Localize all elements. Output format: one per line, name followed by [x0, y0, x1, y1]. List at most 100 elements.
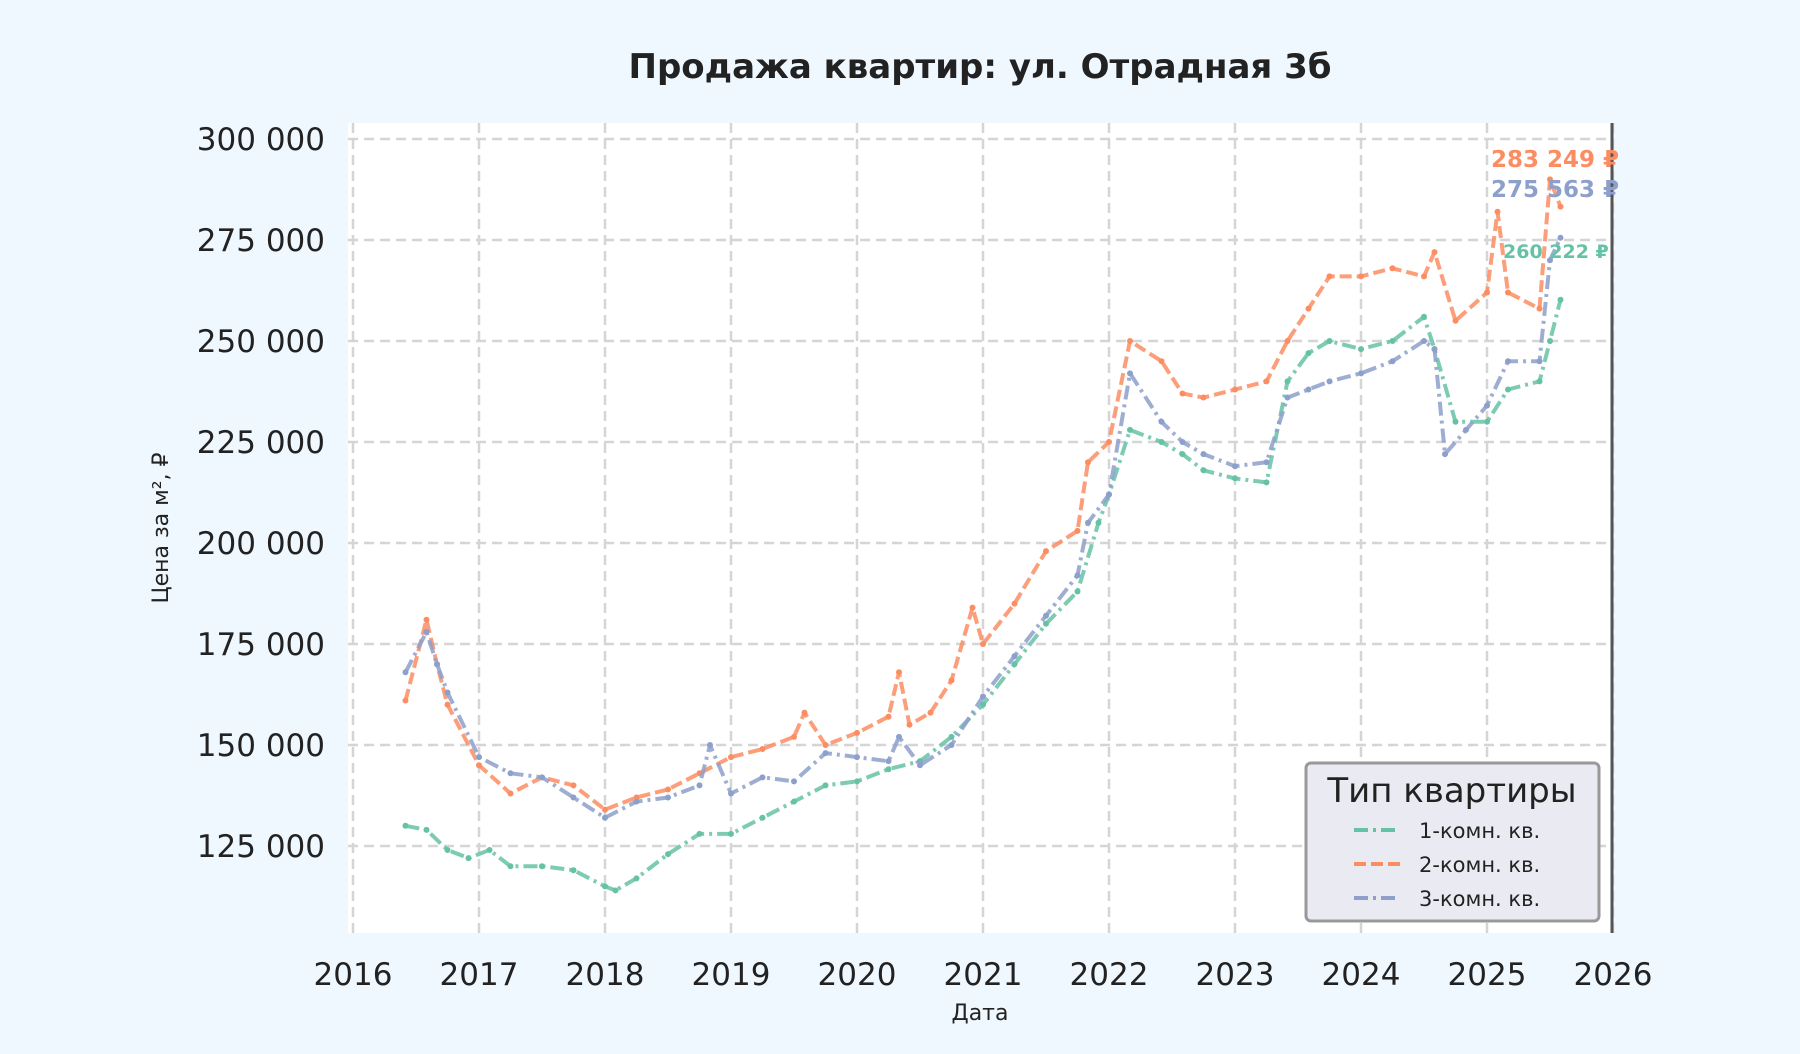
- data-point: [980, 641, 986, 647]
- legend-label-3: 3-комн. кв.: [1419, 887, 1540, 911]
- data-point: [1494, 208, 1501, 215]
- data-point: [791, 733, 797, 740]
- data-point: [1326, 338, 1333, 344]
- data-point: [434, 661, 440, 668]
- y-tick-label: 150 000: [197, 728, 325, 764]
- y-tick-label: 175 000: [197, 627, 325, 663]
- y-tick-label: 225 000: [197, 425, 325, 461]
- data-point: [917, 762, 923, 769]
- data-point: [1232, 463, 1238, 470]
- data-point: [1085, 519, 1091, 526]
- data-point: [1505, 386, 1511, 393]
- data-point: [444, 689, 451, 696]
- data-point: [1484, 289, 1490, 296]
- data-point: [854, 778, 860, 785]
- y-tick-label: 250 000: [197, 324, 325, 360]
- data-point: [1431, 346, 1438, 353]
- data-point: [1284, 378, 1291, 385]
- data-point: [1421, 313, 1427, 320]
- data-point: [1158, 358, 1165, 365]
- data-point: [696, 782, 703, 789]
- data-point: [896, 669, 902, 676]
- data-point: [1043, 548, 1049, 555]
- data-point: [854, 754, 860, 761]
- data-point: [1536, 358, 1543, 365]
- data-point: [1389, 265, 1396, 272]
- data-point: [665, 794, 671, 801]
- data-point: [1284, 394, 1291, 401]
- data-point: [696, 830, 703, 837]
- data-point: [539, 774, 545, 781]
- data-point: [665, 786, 671, 793]
- x-tick-label: 2022: [1070, 957, 1149, 993]
- data-point: [822, 782, 829, 789]
- data-point: [1358, 370, 1364, 377]
- data-point: [1127, 338, 1133, 344]
- data-point: [885, 758, 892, 765]
- data-point: [980, 701, 986, 708]
- data-point: [402, 697, 409, 704]
- data-point: [1484, 402, 1490, 409]
- x-axis-label: Дата: [952, 1001, 1009, 1026]
- data-point: [1232, 475, 1238, 482]
- data-point: [539, 863, 545, 870]
- data-point: [906, 721, 913, 728]
- data-point: [476, 754, 482, 761]
- data-point: [1200, 467, 1207, 474]
- data-point: [1326, 378, 1333, 385]
- data-point: [1358, 346, 1364, 353]
- x-tick-label: 2026: [1574, 957, 1653, 993]
- data-point: [570, 867, 577, 874]
- x-tick-label: 2020: [818, 957, 897, 993]
- x-tick-label: 2024: [1322, 957, 1401, 993]
- data-point: [507, 863, 514, 870]
- data-point: [423, 616, 430, 623]
- data-point: [1358, 273, 1364, 280]
- data-point: [1505, 358, 1511, 365]
- data-point: [1536, 378, 1543, 385]
- data-point: [486, 847, 493, 854]
- data-point: [980, 693, 986, 700]
- data-point: [1284, 338, 1291, 344]
- data-point: [1452, 418, 1459, 425]
- data-point: [1263, 459, 1270, 466]
- data-point: [665, 851, 671, 858]
- data-point: [1200, 451, 1207, 458]
- data-point: [1179, 451, 1186, 458]
- data-point: [1106, 439, 1112, 445]
- data-point: [927, 709, 934, 716]
- data-point: [1074, 527, 1081, 534]
- data-point: [1085, 459, 1091, 466]
- x-tick-label: 2018: [566, 957, 645, 993]
- data-point: [1305, 305, 1312, 312]
- data-point: [1158, 439, 1165, 445]
- data-point: [1463, 426, 1469, 433]
- legend-label-2: 2-комн. кв.: [1419, 853, 1540, 877]
- data-point: [1179, 390, 1186, 397]
- end-label-2: 283 249 ₽: [1491, 147, 1619, 173]
- data-point: [1043, 620, 1049, 627]
- data-point: [1074, 588, 1081, 595]
- legend-box: [1304, 761, 1601, 923]
- data-point: [1547, 257, 1553, 264]
- data-point: [1442, 451, 1448, 458]
- data-point: [1505, 289, 1511, 296]
- y-axis-label: Цена за м², ₽: [149, 452, 174, 603]
- data-point: [1011, 600, 1018, 607]
- y-tick-label: 125 000: [197, 829, 325, 865]
- data-point: [602, 883, 608, 890]
- data-point: [1557, 234, 1564, 241]
- chart-title: Продажа квартир: ул. Отрадная 3б: [628, 47, 1331, 87]
- data-point: [707, 742, 713, 748]
- data-point: [1389, 338, 1396, 344]
- data-point: [1011, 653, 1018, 660]
- series-group: [402, 176, 1564, 894]
- data-point: [1179, 439, 1186, 445]
- data-point: [612, 887, 619, 894]
- data-point: [791, 778, 797, 785]
- data-point: [728, 830, 734, 837]
- data-point: [402, 669, 409, 676]
- data-point: [948, 677, 955, 684]
- data-point: [948, 733, 955, 740]
- data-point: [822, 750, 829, 757]
